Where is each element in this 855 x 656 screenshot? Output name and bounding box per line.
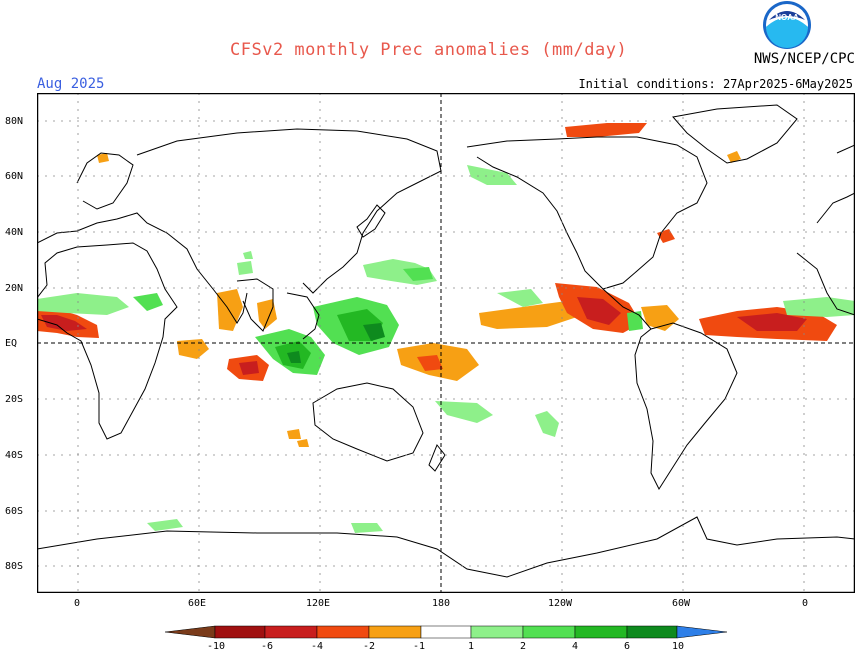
colorbar-tick: 6: [624, 641, 631, 652]
lon-label: 120E: [306, 598, 331, 609]
colorbar-swatch: [264, 625, 318, 639]
lat-label: 80S: [5, 561, 24, 572]
colorbar-swatch: [368, 625, 422, 639]
lon-label: 120W: [548, 598, 573, 609]
initial-conditions: Initial conditions: 27Apr2025-6May2025: [578, 77, 853, 91]
negative-anomalies: [37, 123, 837, 447]
coastlines: [37, 104, 855, 578]
lon-label: 0: [74, 598, 81, 609]
colorbar-swatch: [676, 625, 728, 639]
lat-label: EQ: [5, 338, 18, 349]
colorbar-swatch: [626, 625, 678, 639]
lon-label: 0: [802, 598, 809, 609]
colorbar-swatch: [214, 625, 266, 639]
lat-label: 20S: [5, 394, 24, 405]
lon-label: 60W: [672, 598, 691, 609]
colorbar-swatch: [470, 625, 524, 639]
colorbar-tick: -6: [261, 641, 274, 652]
lon-label: 180: [432, 598, 451, 609]
colorbar-tick: -2: [363, 641, 376, 652]
noaa-logo-text: NOAA: [775, 13, 799, 22]
colorbar-tick: -4: [311, 641, 324, 652]
colorbar-swatch: [165, 625, 216, 639]
colorbar-swatch: [316, 625, 370, 639]
colorbar-tick: -1: [413, 641, 426, 652]
colorbar-swatch: [522, 625, 576, 639]
map-title: CFSv2 monthly Prec anomalies (mm/day): [230, 40, 628, 60]
lat-label: 80N: [5, 116, 24, 127]
precip-anomaly-map: [37, 93, 855, 593]
lat-label: 60S: [5, 506, 24, 517]
lat-label: 40S: [5, 450, 24, 461]
equator-dateline: [37, 93, 855, 593]
lon-label: 60E: [188, 598, 207, 609]
lat-lon-grid: [37, 93, 855, 593]
lat-label: 60N: [5, 171, 24, 182]
lat-label: 20N: [5, 283, 24, 294]
colorbar: [165, 625, 728, 639]
colorbar-tick: 4: [572, 641, 579, 652]
forecast-month: Aug 2025: [37, 76, 105, 92]
lat-label: 40N: [5, 227, 24, 238]
positive-anomalies: [37, 165, 855, 533]
colorbar-tick: 2: [520, 641, 527, 652]
colorbar-tick: 1: [468, 641, 475, 652]
colorbar-swatch: [574, 625, 628, 639]
colorbar-swatch: [420, 625, 472, 639]
org-label: NWS/NCEP/CPC: [753, 51, 855, 67]
colorbar-tick: -10: [207, 641, 226, 652]
colorbar-tick: 10: [672, 641, 685, 652]
noaa-logo-icon: NOAA: [763, 1, 811, 49]
